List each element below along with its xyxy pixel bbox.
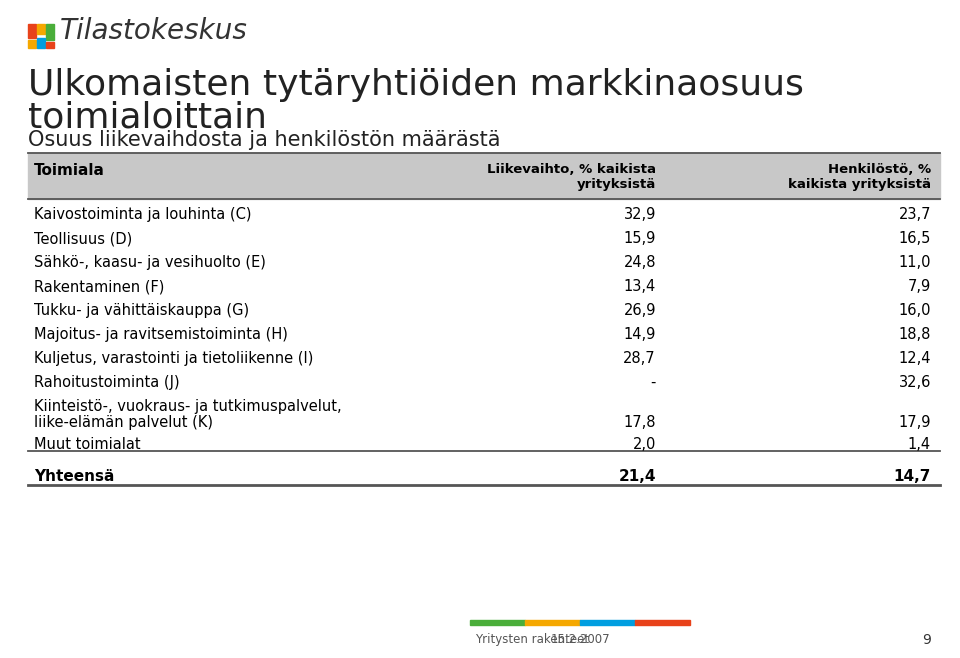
Text: Rahoitustoiminta (J): Rahoitustoiminta (J) xyxy=(34,375,180,390)
Text: Henkilöstö, %: Henkilöstö, % xyxy=(828,163,931,176)
Text: 17,9: 17,9 xyxy=(899,415,931,430)
Text: Kaivostoiminta ja louhinta (C): Kaivostoiminta ja louhinta (C) xyxy=(34,207,252,222)
Text: 28,7: 28,7 xyxy=(623,351,656,366)
Bar xyxy=(46,42,54,48)
Text: Liikevaihto, % kaikista: Liikevaihto, % kaikista xyxy=(487,163,656,176)
Bar xyxy=(28,153,940,199)
Bar xyxy=(37,38,45,48)
Text: Yritysten rakenteet: Yritysten rakenteet xyxy=(475,633,589,646)
Text: 23,7: 23,7 xyxy=(899,207,931,222)
Text: Tukku- ja vähittäiskauppa (G): Tukku- ja vähittäiskauppa (G) xyxy=(34,303,250,318)
Text: liike-elämän palvelut (K): liike-elämän palvelut (K) xyxy=(34,415,213,430)
Text: Majoitus- ja ravitsemistoiminta (H): Majoitus- ja ravitsemistoiminta (H) xyxy=(34,327,288,342)
Bar xyxy=(46,24,54,40)
Text: 17,8: 17,8 xyxy=(623,415,656,430)
Bar xyxy=(28,24,36,38)
Text: Osuus liikevaihdosta ja henkilöstön määrästä: Osuus liikevaihdosta ja henkilöstön määr… xyxy=(28,130,500,150)
Text: 32,6: 32,6 xyxy=(899,375,931,390)
Bar xyxy=(635,620,690,625)
Bar xyxy=(28,40,36,48)
Text: 7,9: 7,9 xyxy=(908,279,931,294)
Text: -: - xyxy=(651,375,656,390)
Text: Ulkomaisten tytäryhtiöiden markkinaosuus: Ulkomaisten tytäryhtiöiden markkinaosuus xyxy=(28,68,804,102)
Text: Rakentaminen (F): Rakentaminen (F) xyxy=(34,279,164,294)
Text: kaikista yrityksistä: kaikista yrityksistä xyxy=(788,178,931,191)
Text: Yhteensä: Yhteensä xyxy=(34,469,114,484)
Bar xyxy=(37,24,45,34)
Text: 12,4: 12,4 xyxy=(899,351,931,366)
Text: Kuljetus, varastointi ja tietoliikenne (I): Kuljetus, varastointi ja tietoliikenne (… xyxy=(34,351,313,366)
Text: toimialoittain: toimialoittain xyxy=(28,100,267,134)
Text: 13,4: 13,4 xyxy=(624,279,656,294)
Text: 21,4: 21,4 xyxy=(618,469,656,484)
Text: 26,9: 26,9 xyxy=(623,303,656,318)
Text: 2,0: 2,0 xyxy=(633,437,656,452)
Text: 18,8: 18,8 xyxy=(899,327,931,342)
Text: Teollisuus (D): Teollisuus (D) xyxy=(34,231,132,246)
Text: 1,4: 1,4 xyxy=(908,437,931,452)
Text: Muut toimialat: Muut toimialat xyxy=(34,437,140,452)
Text: 24,8: 24,8 xyxy=(623,255,656,270)
Bar xyxy=(525,620,580,625)
Text: Sähkö-, kaasu- ja vesihuolto (E): Sähkö-, kaasu- ja vesihuolto (E) xyxy=(34,255,266,270)
Text: 14,9: 14,9 xyxy=(624,327,656,342)
Text: 16,0: 16,0 xyxy=(899,303,931,318)
Bar xyxy=(470,620,525,625)
Text: 9: 9 xyxy=(923,633,931,647)
Text: Tilastokeskus: Tilastokeskus xyxy=(60,17,248,45)
Text: 16,5: 16,5 xyxy=(899,231,931,246)
Text: 14,7: 14,7 xyxy=(894,469,931,484)
Text: 15.2.2007: 15.2.2007 xyxy=(550,633,610,646)
Text: 32,9: 32,9 xyxy=(624,207,656,222)
Text: yrityksistä: yrityksistä xyxy=(577,178,656,191)
Text: Toimiala: Toimiala xyxy=(34,163,105,178)
Bar xyxy=(580,620,635,625)
Text: 15,9: 15,9 xyxy=(624,231,656,246)
Text: 11,0: 11,0 xyxy=(899,255,931,270)
Text: Kiinteistö-, vuokraus- ja tutkimuspalvelut,: Kiinteistö-, vuokraus- ja tutkimuspalvel… xyxy=(34,399,342,414)
